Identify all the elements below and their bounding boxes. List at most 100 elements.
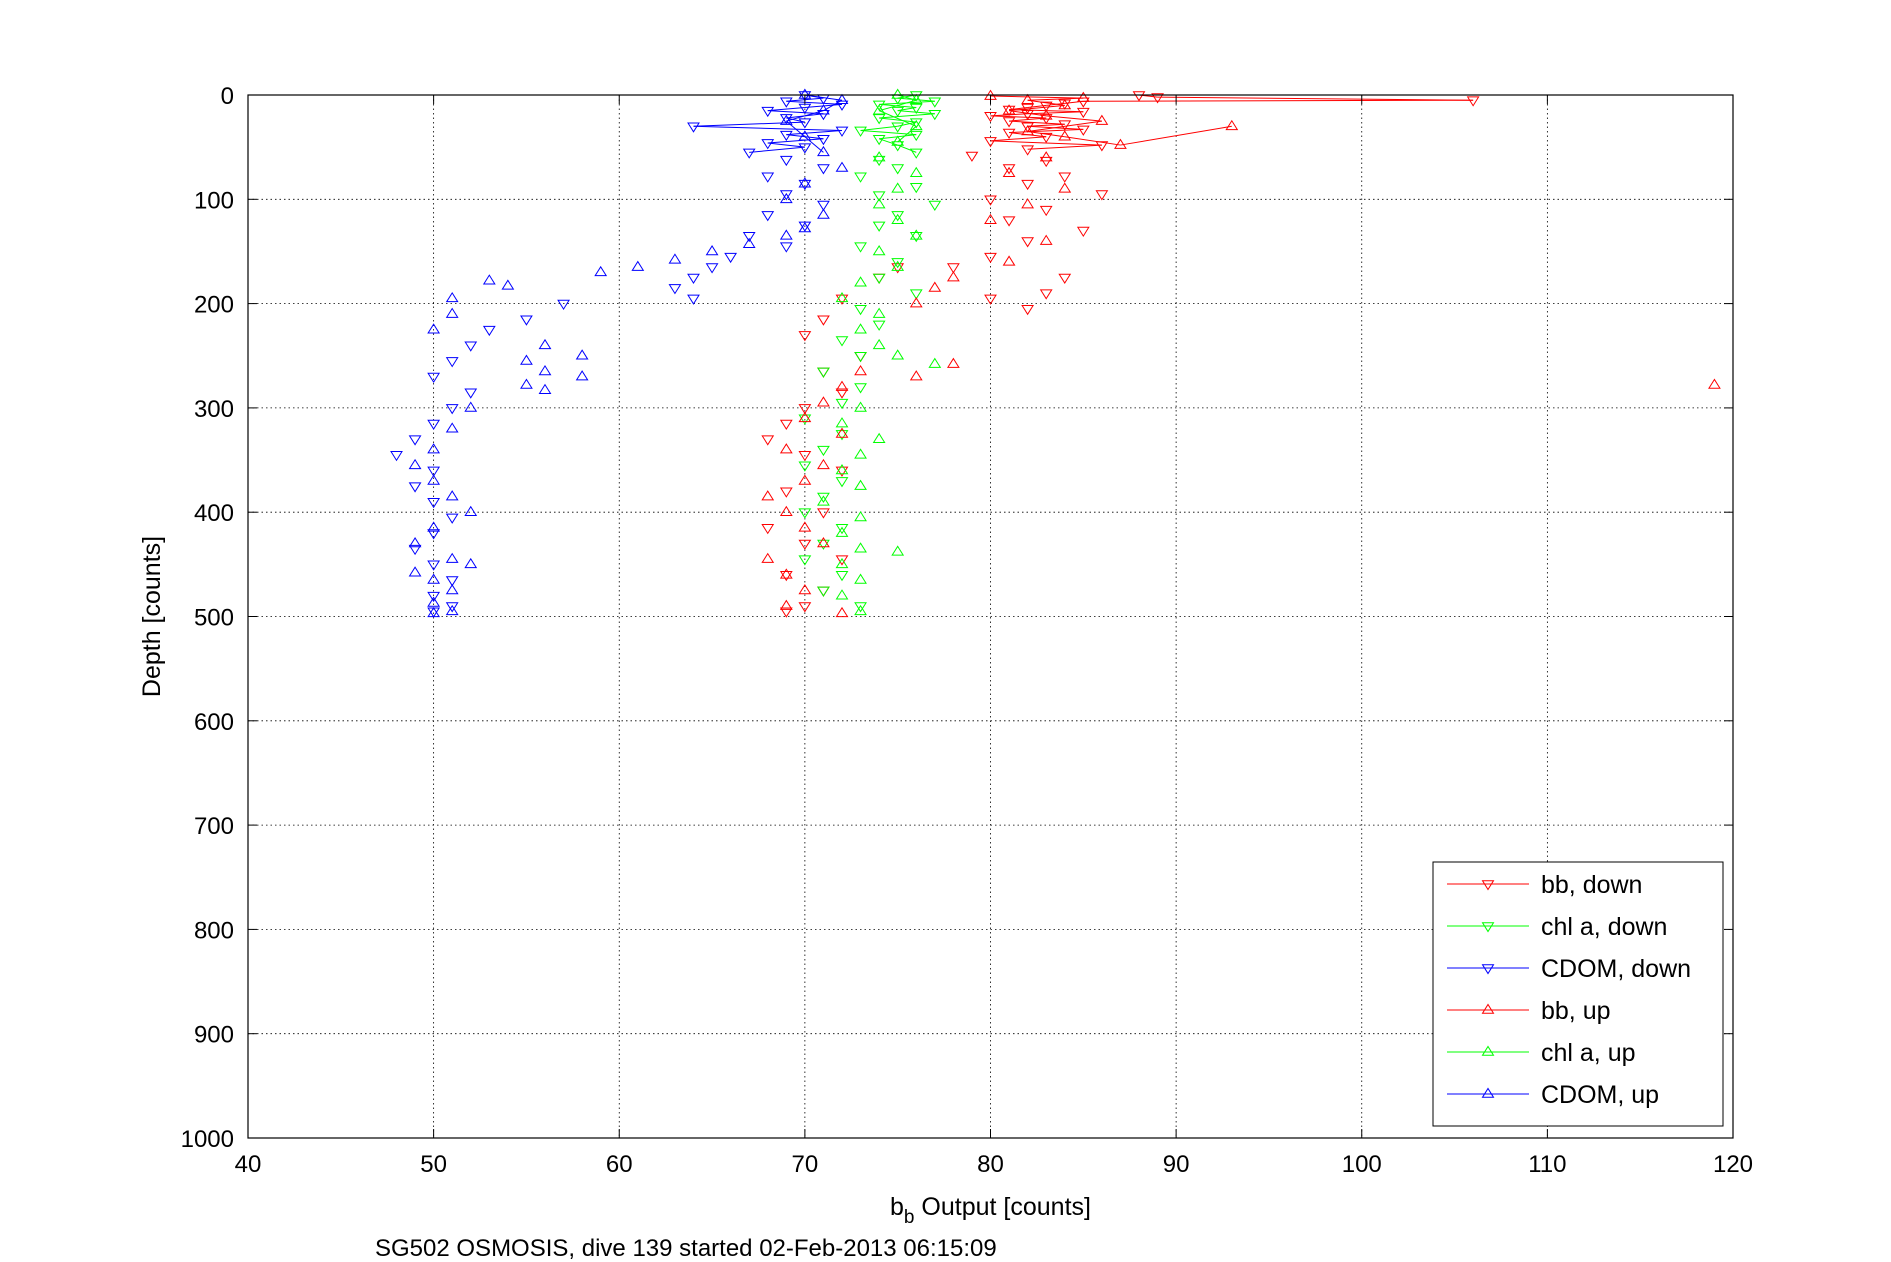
data-point xyxy=(835,477,849,488)
data-point xyxy=(520,354,533,365)
data-point xyxy=(1058,172,1072,183)
legend-marker xyxy=(1481,880,1495,891)
data-point xyxy=(779,114,793,125)
y-tick-label: 700 xyxy=(194,813,234,840)
series-line xyxy=(1120,125,1232,146)
data-point xyxy=(779,599,793,610)
data-point xyxy=(909,166,923,178)
data-point xyxy=(798,508,812,519)
series-layer xyxy=(390,88,1721,618)
data-point xyxy=(817,508,830,519)
series-line xyxy=(1157,96,1474,101)
series-3 xyxy=(761,89,1721,618)
data-point xyxy=(817,586,830,597)
y-tick-label: 400 xyxy=(194,500,234,527)
x-tick-label: 50 xyxy=(420,1151,447,1178)
data-point xyxy=(445,422,459,433)
data-point xyxy=(835,557,849,569)
data-point xyxy=(798,414,812,425)
data-point xyxy=(909,93,923,105)
data-point xyxy=(909,91,923,102)
series-4 xyxy=(817,88,942,616)
data-point xyxy=(1002,117,1016,128)
data-point xyxy=(817,495,830,506)
data-point xyxy=(835,161,849,172)
data-point xyxy=(1076,107,1090,119)
data-point xyxy=(445,404,459,415)
data-point xyxy=(872,338,886,350)
series-line xyxy=(990,115,1047,119)
data-point xyxy=(1021,237,1035,248)
data-point xyxy=(817,200,830,211)
data-point xyxy=(779,487,793,498)
data-point xyxy=(408,482,422,493)
data-point xyxy=(854,351,867,363)
data-point xyxy=(909,370,923,381)
data-point xyxy=(891,88,905,99)
data-point xyxy=(854,479,867,490)
data-point xyxy=(798,555,812,566)
data-point xyxy=(427,466,441,477)
data-point xyxy=(1058,130,1072,141)
data-point xyxy=(854,448,867,459)
data-point xyxy=(891,164,905,175)
data-point xyxy=(835,398,849,410)
series-0 xyxy=(761,91,1480,618)
y-tick-label: 800 xyxy=(194,917,234,944)
legend-label: chl a, up xyxy=(1541,1039,1636,1067)
series-line xyxy=(1027,111,1084,115)
data-point xyxy=(1039,205,1053,217)
series-line xyxy=(1027,131,1065,138)
data-point xyxy=(817,367,830,378)
data-point xyxy=(779,607,793,618)
data-point xyxy=(1114,138,1127,149)
data-point xyxy=(1039,109,1053,120)
series-line xyxy=(878,110,917,127)
series-line xyxy=(767,107,805,112)
data-point xyxy=(1095,141,1109,152)
data-point xyxy=(817,164,830,175)
data-point xyxy=(798,130,812,141)
data-point xyxy=(668,253,682,264)
data-point xyxy=(408,544,422,556)
data-point xyxy=(835,430,849,441)
data-point xyxy=(427,573,441,584)
data-point xyxy=(835,466,849,477)
legend-marker xyxy=(1481,964,1495,975)
data-point xyxy=(854,401,867,412)
data-point xyxy=(872,104,886,115)
data-point xyxy=(501,279,515,290)
data-point xyxy=(1132,91,1146,102)
y-axis-title: Depth [counts] xyxy=(138,536,166,697)
data-point xyxy=(872,114,886,125)
data-point xyxy=(854,323,867,334)
data-point xyxy=(872,198,886,209)
data-point xyxy=(872,273,886,284)
y-tick-label: 900 xyxy=(194,1022,234,1049)
data-point xyxy=(779,229,793,240)
series-line xyxy=(1008,110,1047,117)
data-point xyxy=(909,148,923,159)
axis-ticks: 40 50 60 70 80 90 100 110 120 0 100 200 300 400 500 600… xyxy=(181,83,1753,1178)
data-point xyxy=(835,100,849,111)
data-point xyxy=(872,221,886,232)
data-point xyxy=(817,492,830,503)
data-point xyxy=(984,112,997,123)
data-point xyxy=(909,229,923,240)
series-line xyxy=(1027,144,1102,150)
data-point xyxy=(427,521,441,532)
x-tick-label: 110 xyxy=(1528,1151,1566,1178)
y-tick-label: 500 xyxy=(194,605,234,632)
data-point xyxy=(872,135,886,146)
data-point xyxy=(408,458,422,470)
data-point xyxy=(835,555,849,566)
x-tick-label: 120 xyxy=(1713,1151,1753,1178)
data-point xyxy=(464,388,478,399)
data-point xyxy=(779,443,793,454)
data-point xyxy=(520,378,533,389)
series-line xyxy=(749,146,805,153)
data-point xyxy=(909,289,923,300)
data-point xyxy=(1058,98,1072,110)
data-point xyxy=(817,315,830,326)
